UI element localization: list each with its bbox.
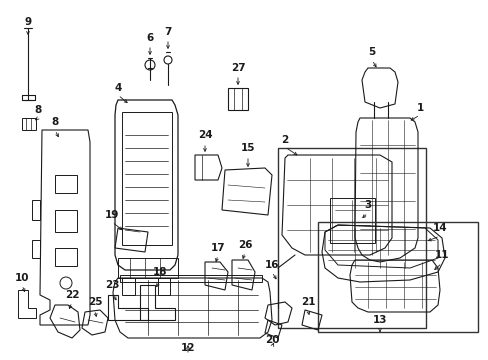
Text: 14: 14	[432, 223, 447, 233]
Text: 11: 11	[434, 250, 448, 260]
Text: 23: 23	[104, 280, 119, 290]
Text: 25: 25	[87, 297, 102, 307]
Text: 20: 20	[264, 335, 279, 345]
Text: 9: 9	[24, 17, 32, 27]
Text: 2: 2	[281, 135, 288, 145]
Text: 22: 22	[64, 290, 79, 300]
Text: 15: 15	[240, 143, 255, 153]
Text: 18: 18	[152, 267, 167, 277]
Text: 26: 26	[237, 240, 252, 250]
Text: 1: 1	[415, 103, 423, 113]
Text: 12: 12	[181, 343, 195, 353]
Bar	[278, 148, 425, 328]
Text: 3: 3	[364, 200, 371, 210]
Bar	[317, 222, 477, 332]
Text: 8: 8	[51, 117, 59, 127]
Text: 4: 4	[114, 83, 122, 93]
Bar	[55, 248, 77, 266]
Text: 7: 7	[164, 27, 171, 37]
Text: 6: 6	[146, 33, 153, 43]
Text: 17: 17	[210, 243, 225, 253]
Text: 27: 27	[230, 63, 245, 73]
Text: 8: 8	[34, 105, 41, 115]
Text: 16: 16	[264, 260, 279, 270]
Bar	[329, 198, 374, 243]
Text: 19: 19	[104, 210, 119, 220]
Bar	[55, 210, 77, 232]
Bar	[55, 175, 77, 193]
Text: 5: 5	[367, 47, 375, 57]
Text: 10: 10	[15, 273, 29, 283]
Text: 13: 13	[372, 315, 386, 325]
Text: 21: 21	[300, 297, 315, 307]
Text: 24: 24	[197, 130, 212, 140]
